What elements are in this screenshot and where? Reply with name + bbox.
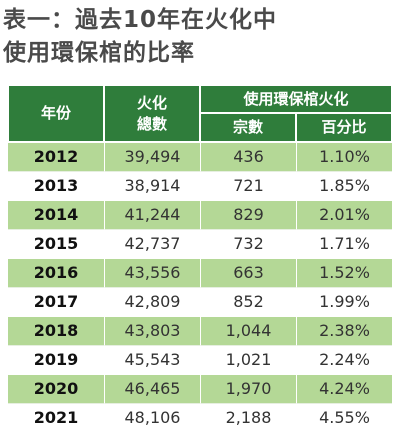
cell-eco-count: 721 (200, 171, 296, 200)
table-body: 2012 39,494 436 1.10% 2013 38,914 721 1.85% 2014… (8, 142, 393, 432)
header-count: 宗數 (200, 113, 296, 142)
cell-eco-percent: 2.24% (296, 345, 393, 374)
table-row: 2019 45,543 1,021 2.24% (8, 345, 393, 374)
cell-cremation-total: 42,809 (104, 287, 200, 316)
cell-year: 2019 (8, 345, 104, 374)
table-row: 2016 43,556 663 1.52% (8, 258, 393, 287)
cell-eco-count: 1,044 (200, 316, 296, 345)
header-cremation-total: 火化 總數 (104, 85, 200, 142)
table-header: 年份 火化 總數 使用環保棺火化 宗數 百分比 (8, 85, 393, 142)
table-row: 2014 41,244 829 2.01% (8, 200, 393, 229)
cell-eco-count: 663 (200, 258, 296, 287)
cell-cremation-total: 48,106 (104, 403, 200, 432)
cell-year: 2018 (8, 316, 104, 345)
cell-cremation-total: 43,803 (104, 316, 200, 345)
cell-eco-count: 436 (200, 142, 296, 171)
header-year: 年份 (8, 85, 104, 142)
cell-eco-percent: 2.38% (296, 316, 393, 345)
cell-cremation-total: 39,494 (104, 142, 200, 171)
cell-eco-percent: 4.55% (296, 403, 393, 432)
cell-eco-percent: 1.99% (296, 287, 393, 316)
cremation-table: 年份 火化 總數 使用環保棺火化 宗數 百分比 2012 39,494 436 1.1… (8, 85, 393, 432)
table-row: 2015 42,737 732 1.71% (8, 229, 393, 258)
cell-year: 2014 (8, 200, 104, 229)
cell-eco-percent: 2.01% (296, 200, 393, 229)
cell-cremation-total: 46,465 (104, 374, 200, 403)
cell-eco-percent: 4.24% (296, 374, 393, 403)
cell-year: 2017 (8, 287, 104, 316)
cell-eco-count: 829 (200, 200, 296, 229)
table-row: 2013 38,914 721 1.85% (8, 171, 393, 200)
cell-eco-count: 1,021 (200, 345, 296, 374)
cell-cremation-total: 41,244 (104, 200, 200, 229)
cell-year: 2020 (8, 374, 104, 403)
table-row: 2021 48,106 2,188 4.55% (8, 403, 393, 432)
cell-year: 2012 (8, 142, 104, 171)
cell-year: 2021 (8, 403, 104, 432)
cell-year: 2013 (8, 171, 104, 200)
cell-year: 2015 (8, 229, 104, 258)
table-row: 2018 43,803 1,044 2.38% (8, 316, 393, 345)
cell-eco-percent: 1.71% (296, 229, 393, 258)
title-line-2: 使用環保棺的比率 (3, 40, 195, 66)
header-percent: 百分比 (296, 113, 393, 142)
header-cremation-total-label: 火化 總數 (136, 93, 167, 133)
table-row: 2020 46,465 1,970 4.24% (8, 374, 393, 403)
table-title: 表一：過去10年在火化中 使用環保棺的比率 (3, 4, 277, 70)
cell-cremation-total: 45,543 (104, 345, 200, 374)
table-row: 2017 42,809 852 1.99% (8, 287, 393, 316)
cell-year: 2016 (8, 258, 104, 287)
cell-eco-count: 852 (200, 287, 296, 316)
cell-cremation-total: 43,556 (104, 258, 200, 287)
cell-eco-count: 1,970 (200, 374, 296, 403)
cell-eco-count: 732 (200, 229, 296, 258)
cell-eco-percent: 1.52% (296, 258, 393, 287)
cell-eco-percent: 1.10% (296, 142, 393, 171)
table-row: 2012 39,494 436 1.10% (8, 142, 393, 171)
cell-eco-count: 2,188 (200, 403, 296, 432)
header-eco-coffin-group: 使用環保棺火化 (200, 85, 393, 113)
title-line-1: 表一：過去10年在火化中 (3, 7, 278, 33)
cell-eco-percent: 1.85% (296, 171, 393, 200)
cell-cremation-total: 42,737 (104, 229, 200, 258)
cell-cremation-total: 38,914 (104, 171, 200, 200)
